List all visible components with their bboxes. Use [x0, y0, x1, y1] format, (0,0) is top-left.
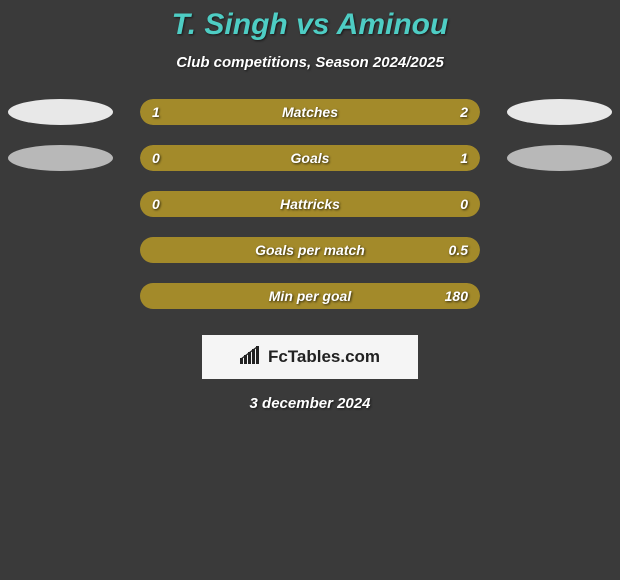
- stat-bar: Min per goal180: [140, 283, 480, 309]
- stat-bar: Goals per match0.5: [140, 237, 480, 263]
- player-left-ellipse: [8, 145, 113, 171]
- bars-icon: [240, 346, 262, 369]
- player-right-ellipse: [507, 145, 612, 171]
- stat-bar: Matches1 2: [140, 99, 480, 125]
- date: 3 december 2024: [0, 395, 620, 412]
- stat-label: Matches: [140, 99, 480, 125]
- stat-value-right: 180: [445, 283, 468, 309]
- page-title: T. Singh vs Aminou: [0, 8, 620, 42]
- logo: FcTables.com: [240, 346, 380, 369]
- stat-label: Goals: [140, 145, 480, 171]
- stat-value-left: 0: [152, 191, 160, 217]
- logo-text: FcTables.com: [268, 347, 380, 367]
- player-left-ellipse: [8, 99, 113, 125]
- stat-label: Hattricks: [140, 191, 480, 217]
- stat-label: Min per goal: [140, 283, 480, 309]
- player-right-ellipse: [507, 99, 612, 125]
- comparison-infographic: T. Singh vs Aminou Club competitions, Se…: [0, 0, 620, 412]
- stat-row: Goals0 1: [0, 145, 620, 191]
- logo-box: FcTables.com: [202, 335, 418, 379]
- stat-label: Goals per match: [140, 237, 480, 263]
- stat-bar: Hattricks0 0: [140, 191, 480, 217]
- stat-value-right: 2: [460, 99, 468, 125]
- stat-bar: Goals0 1: [140, 145, 480, 171]
- stat-row: Goals per match0.5: [0, 237, 620, 283]
- stat-row: Hattricks0 0: [0, 191, 620, 237]
- stat-row: Min per goal180: [0, 283, 620, 329]
- stat-rows: Matches12Goals01Hattricks00Goals per mat…: [0, 99, 620, 329]
- stat-value-right: 1: [460, 145, 468, 171]
- stat-value-left: 1: [152, 99, 160, 125]
- stat-value-right: 0: [460, 191, 468, 217]
- stat-value-left: 0: [152, 145, 160, 171]
- stat-value-right: 0.5: [449, 237, 468, 263]
- subtitle: Club competitions, Season 2024/2025: [0, 54, 620, 71]
- stat-row: Matches1 2: [0, 99, 620, 145]
